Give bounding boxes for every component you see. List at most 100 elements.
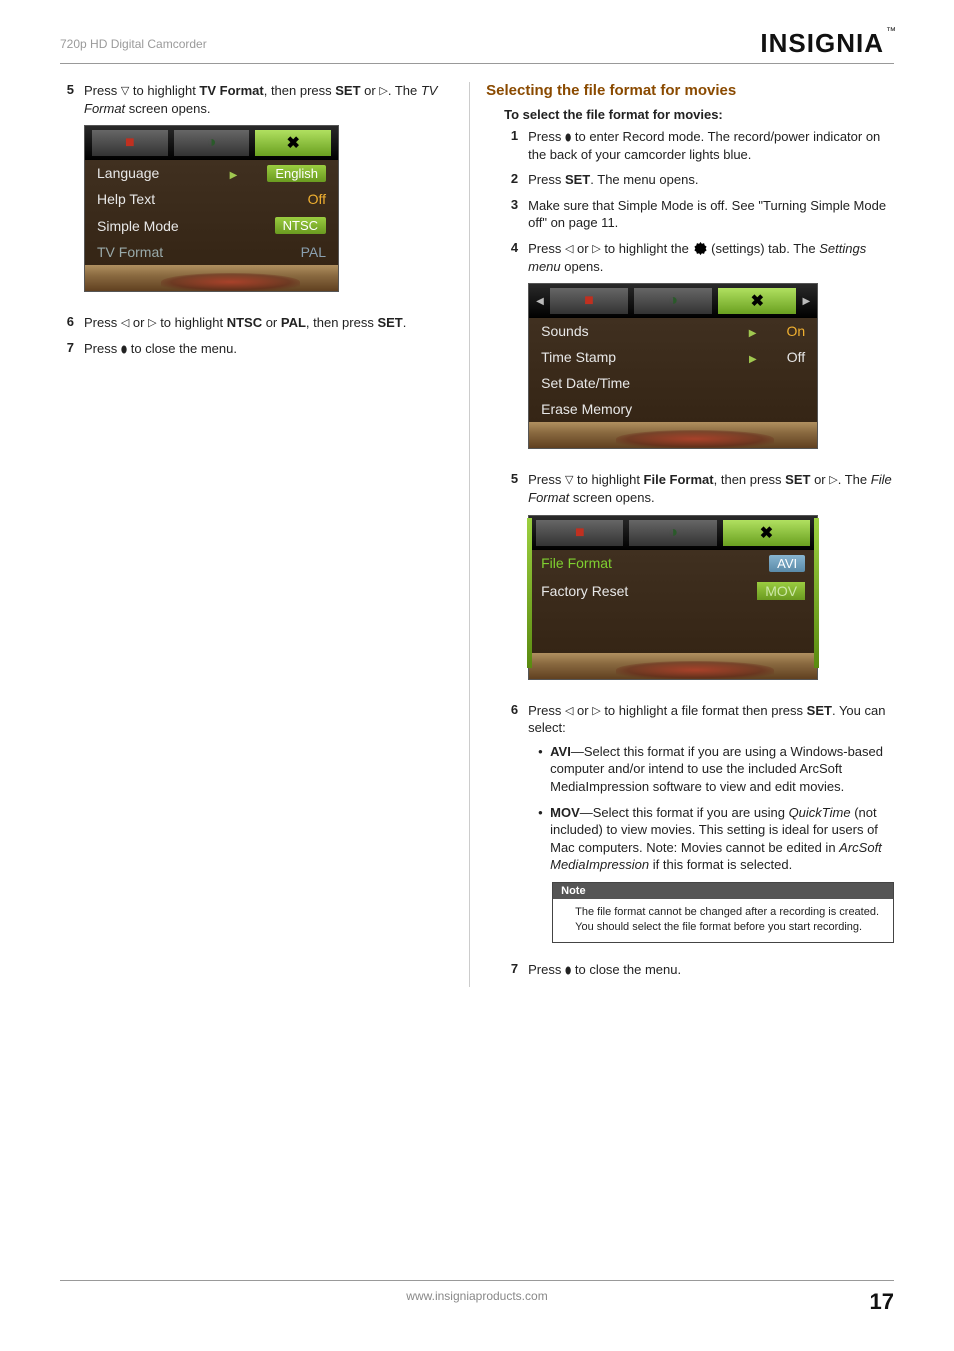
menu-row-empty [529,605,817,629]
right-column: Selecting the file format for movies To … [484,82,894,987]
footer-url: www.insigniaproducts.com [60,1289,894,1303]
down-triangle-icon [121,84,129,99]
subheading: To select the file format for movies: [504,107,894,122]
menu-row-empty [529,629,817,653]
screenshot-footer-flower [529,422,817,448]
step-6: 6 Press or to highlight a file format th… [504,702,894,954]
brand-logo: INSIGNIA ™ [760,28,894,59]
note-heading: Note [553,883,893,899]
step-text: Press to highlight File Format, then pre… [528,471,894,506]
step-number: 2 [504,171,518,189]
screenshot-tv-format: Language ▶English Help Text Off Simple M… [84,125,339,292]
step-number: 4 [504,240,518,463]
tab-camera [536,520,623,546]
camera-icon [125,134,135,152]
right-triangle-icon [592,242,600,257]
menu-row: Sounds ▶On [529,318,817,344]
playback-icon [668,292,678,310]
right-triangle-icon [379,84,387,99]
caret-icon: ▶ [230,170,238,181]
step-text: Press to close the menu. [84,340,453,358]
step-text: Press or to highlight the (settings) tab… [528,240,894,275]
bullet-avi: AVI—Select this format if you are using … [540,743,894,796]
step-number: 6 [60,314,74,332]
note-box: Note The file format cannot be changed a… [552,882,894,944]
playback-icon [207,134,217,152]
right-triangle-icon [829,473,837,488]
step-5: 5 Press to highlight TV Format, then pre… [60,82,453,306]
step-text: Press to close the menu. [528,961,894,979]
gear-icon [286,133,299,153]
note-body: The file format cannot be changed after … [553,899,893,943]
gear-icon [760,523,773,543]
highlight-bar [527,518,532,668]
playback-icon [668,524,678,542]
menu-row: Set Date/Time [529,370,817,396]
step-1: 1 Press to enter Record mode. The record… [504,128,894,163]
screenshot-settings-menu: ◀ ▶ Sounds ▶On [528,283,818,449]
menu-row: File Format AVI [529,550,817,577]
step-text: Press or to highlight NTSC or PAL, then … [84,314,453,332]
right-triangle-icon [148,316,156,331]
brand-text: INSIGNIA [760,28,884,59]
bullet-mov: MOV—Select this format if you are using … [540,804,894,874]
menu-row: Time Stamp ▶Off [529,344,817,370]
step-text: Make sure that Simple Mode is off. See "… [528,197,894,232]
left-triangle-icon [565,704,573,719]
highlight-bar [814,518,819,668]
gear-icon [693,241,708,256]
step-number: 7 [60,340,74,358]
tab-settings [723,520,810,546]
trademark: ™ [886,26,896,37]
step-4: 4 Press or to highlight the (settings) t… [504,240,894,463]
caret-icon: ▶ [749,354,757,365]
left-triangle-icon [121,316,129,331]
menu-row: Factory Reset MOV [529,577,817,605]
menu-row: Erase Memory [529,396,817,422]
tab-playback [174,130,250,156]
gear-icon [751,291,764,311]
menu-row: Simple Mode NTSC [85,212,338,239]
down-triangle-icon [565,473,573,488]
tab-settings [255,130,331,156]
right-triangle-icon [592,704,600,719]
page-footer: www.insigniaproducts.com 17 [60,1280,894,1315]
step-text: Press to highlight TV Format, then press… [84,82,453,117]
menu-row: TV Format PAL [85,239,338,265]
step-number: 6 [504,702,518,954]
step-text: Press SET. The menu opens. [528,171,894,189]
menu-row: Help Text Off [85,186,338,212]
page-number: 17 [870,1289,894,1315]
step-number: 7 [504,961,518,979]
camera-icon [575,524,585,542]
section-heading: Selecting the file format for movies [486,82,894,99]
step-5: 5 Press to highlight File Format, then p… [504,471,894,693]
screenshot-footer-flower [529,653,817,679]
menu-row: Language ▶English [85,160,338,186]
screenshot-footer-flower [85,265,338,291]
step-3: 3 Make sure that Simple Mode is off. See… [504,197,894,232]
step-number: 5 [504,471,518,693]
tab-camera [550,288,628,314]
camera-icon [584,292,594,310]
step-number: 5 [60,82,74,306]
step-number: 1 [504,128,518,163]
step-7: 7 Press to close the menu. [60,340,453,358]
right-arrow-icon: ▶ [799,296,813,307]
step-6: 6 Press or to highlight NTSC or PAL, the… [60,314,453,332]
step-text: Press to enter Record mode. The record/p… [528,128,894,163]
left-arrow-icon: ◀ [533,296,547,307]
tab-playback [629,520,716,546]
screenshot-file-format: File Format AVI Factory Reset MOV [528,515,818,680]
header: 720p HD Digital Camcorder INSIGNIA ™ [60,28,894,64]
left-triangle-icon [565,242,573,257]
tab-playback [634,288,712,314]
step-2: 2 Press SET. The menu opens. [504,171,894,189]
caret-icon: ▶ [749,328,757,339]
step-7: 7 Press to close the menu. [504,961,894,979]
step-number: 3 [504,197,518,232]
left-column: 5 Press to highlight TV Format, then pre… [60,82,470,987]
step-text: Press or to highlight a file format then… [528,702,894,737]
doc-title: 720p HD Digital Camcorder [60,37,207,51]
tab-camera [92,130,168,156]
